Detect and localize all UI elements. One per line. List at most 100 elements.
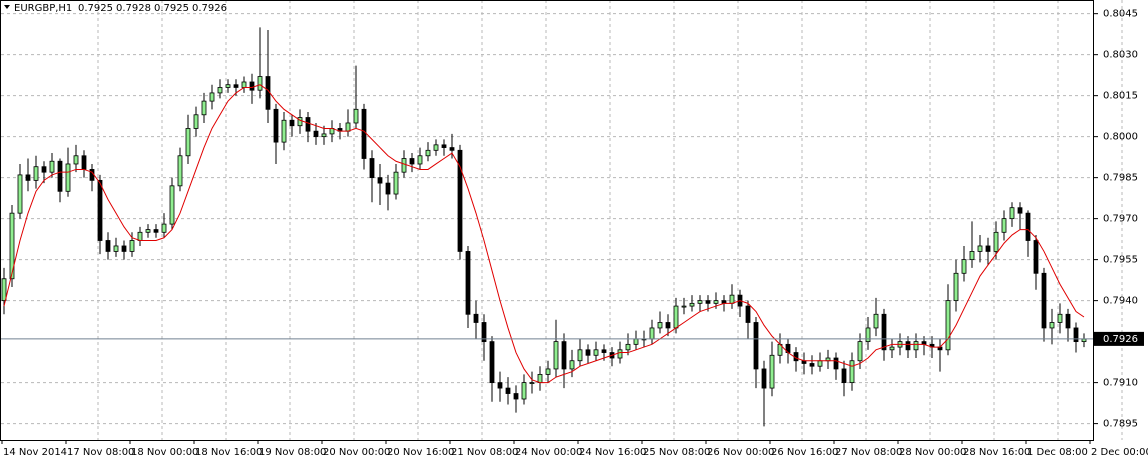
labels: 0.7925 0.7928 0.7925 0.79260.80450.80300.80… [1, 3, 1148, 458]
candle-body [401, 158, 407, 173]
candle-body [761, 368, 767, 389]
candle-body [81, 155, 87, 170]
candle-body [601, 349, 607, 353]
candle-body [353, 108, 359, 124]
candle-body [633, 338, 639, 345]
y-tick-label: 0.8030 [1103, 50, 1138, 61]
candle-body [1057, 313, 1063, 323]
candle-body [297, 117, 303, 127]
candle-body [137, 231, 143, 241]
candle-body [457, 149, 463, 252]
y-tick-label: 0.8015 [1103, 91, 1138, 102]
marks [1, 27, 1094, 427]
candle-body [33, 166, 39, 181]
candle-body [97, 179, 103, 241]
candle-body [617, 349, 623, 359]
menu-icon[interactable] [4, 5, 10, 9]
x-tick-label: 14 Nov 2014 [3, 447, 67, 458]
candle-body [289, 119, 295, 127]
candle-body [257, 76, 263, 91]
candle-body [881, 313, 887, 351]
candle-body [441, 144, 447, 148]
candle-body [321, 133, 327, 138]
candle-body [649, 327, 655, 340]
candle-body [377, 177, 383, 184]
candle-body [657, 322, 663, 329]
candle-body [713, 300, 719, 304]
y-tick-label: 0.7910 [1103, 378, 1138, 389]
candle-body [1041, 272, 1047, 329]
candle-body [945, 300, 951, 351]
candle-body [249, 81, 255, 91]
y-tick-label: 0.8045 [1103, 9, 1138, 20]
candle-body [841, 368, 847, 384]
current-price-box [1094, 331, 1144, 346]
candle-body [361, 108, 367, 159]
candle-body [873, 313, 879, 329]
candle-body [833, 357, 839, 370]
candle-body [65, 163, 71, 192]
candle-body [41, 166, 47, 173]
x-tick-label: 21 Nov 08:00 [451, 447, 518, 458]
y-tick-label: 0.7985 [1103, 173, 1138, 184]
candle-body [481, 322, 487, 343]
candle-body [25, 174, 31, 181]
candle-body [449, 147, 455, 151]
candle-body [953, 272, 959, 302]
candle-body [489, 341, 495, 384]
candle-body [393, 171, 399, 195]
x-tick-label: 20 Nov 16:00 [387, 447, 454, 458]
candle-body [153, 229, 159, 233]
candle-body [225, 84, 231, 88]
x-tick-label: 26 Nov 00:00 [707, 447, 774, 458]
candle-body [681, 305, 687, 308]
candle-body [57, 160, 63, 192]
candle-body [689, 302, 695, 307]
candle-body [129, 240, 135, 252]
x-tick-label: 18 Nov 16:00 [195, 447, 262, 458]
candle-body [273, 108, 279, 143]
x-tick-label: 25 Nov 08:00 [643, 447, 710, 458]
moving-average [3, 84, 1085, 384]
candle-body [889, 346, 895, 351]
x-tick-label: 20 Nov 00:00 [323, 447, 390, 458]
x-tick-label: 26 Nov 16:00 [771, 447, 838, 458]
candle-body [473, 313, 479, 323]
candle-body [313, 130, 319, 138]
header-value: 0.7928 [116, 3, 151, 14]
y-tick-label: 0.7895 [1103, 419, 1138, 430]
candle-body [553, 341, 559, 370]
candle-body [497, 382, 503, 389]
y-tick-label: 0.7970 [1103, 214, 1138, 225]
y-tick-label: 0.7940 [1103, 296, 1138, 307]
candle-body [1, 278, 7, 302]
header-value: 0.7925 [154, 3, 189, 14]
candle-body [9, 212, 15, 280]
candle-body [705, 300, 711, 304]
candle-body [209, 92, 215, 102]
candle-body [817, 360, 823, 367]
x-tick-label: 24 Nov 00:00 [515, 447, 582, 458]
candle-body [769, 354, 775, 389]
header-value: 0.7925 [78, 3, 113, 14]
candle-body [1073, 327, 1079, 343]
candle-body [977, 245, 983, 252]
candle-body [529, 382, 535, 385]
candle-body [241, 81, 247, 88]
candle-body [1065, 313, 1071, 329]
candle-body [417, 155, 423, 165]
y-tick-label: 0.7955 [1103, 255, 1138, 266]
candle-body [809, 363, 815, 367]
candle-body [193, 114, 199, 129]
candle-body [905, 341, 911, 351]
candle-body [433, 144, 439, 151]
candle-body [665, 322, 671, 329]
candle-body [105, 240, 111, 252]
candle-body [849, 360, 855, 384]
candle-body [345, 122, 351, 132]
candle-body [961, 259, 967, 274]
x-tick-label: 18 Nov 00:00 [131, 447, 198, 458]
candle-body [1009, 207, 1015, 220]
